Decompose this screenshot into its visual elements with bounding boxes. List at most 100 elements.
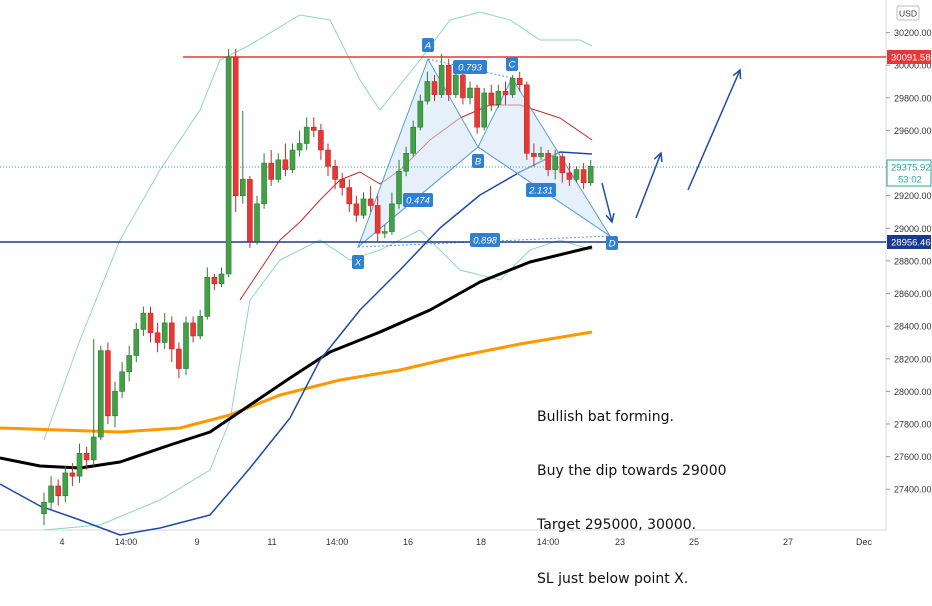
candle-body bbox=[488, 92, 495, 105]
currency-label: USD bbox=[899, 9, 917, 19]
candle-body bbox=[83, 453, 90, 461]
pattern-ratio-badge bbox=[526, 183, 556, 197]
candle-body bbox=[296, 143, 303, 151]
y-tick-label: 28000.00 bbox=[894, 387, 932, 397]
y-tick-label: 27600.00 bbox=[894, 452, 932, 462]
candle-body bbox=[545, 152, 551, 170]
projection-arrow-line bbox=[635, 152, 662, 219]
candle-body bbox=[119, 371, 125, 392]
candle-body bbox=[367, 198, 374, 206]
candle-body bbox=[573, 169, 580, 180]
candle-body bbox=[289, 149, 296, 170]
candle-body bbox=[240, 179, 246, 196]
x-tick-label: 14:00 bbox=[326, 537, 349, 547]
candle-body bbox=[232, 56, 239, 196]
candle-body bbox=[140, 312, 147, 330]
pattern-ratio-label: 0.793 bbox=[458, 63, 482, 74]
y-tick-label: 29800.00 bbox=[894, 93, 932, 103]
support-price-tag: 28956.46 bbox=[891, 238, 931, 249]
candle-body bbox=[98, 350, 104, 438]
candle-body bbox=[346, 187, 353, 205]
y-tick-label: 28200.00 bbox=[894, 354, 932, 364]
candle-body bbox=[90, 436, 97, 461]
candle-body bbox=[197, 316, 203, 337]
candle-body bbox=[147, 312, 154, 333]
candle-body bbox=[481, 92, 488, 128]
y-tick-label: 28600.00 bbox=[894, 289, 932, 299]
pattern-point-badge bbox=[472, 154, 484, 168]
pattern-point-label: C bbox=[509, 60, 516, 71]
candle-body bbox=[225, 56, 232, 275]
note-line: SL just below point X. bbox=[537, 571, 689, 587]
x-tick-label: 23 bbox=[615, 537, 625, 547]
ma-orange-line bbox=[0, 330, 593, 434]
x-tick-label: 25 bbox=[689, 537, 699, 547]
candle-body bbox=[523, 84, 530, 154]
pattern-ratio-line bbox=[477, 146, 611, 237]
pattern-ratio-label: 0.474 bbox=[406, 196, 430, 207]
candle-countdown-tag: 53:02 bbox=[898, 175, 922, 186]
candle-body bbox=[126, 355, 132, 373]
last-price-tag: 29375.92 bbox=[891, 163, 931, 174]
candle-body bbox=[559, 156, 566, 174]
note-line: Target 295000, 30000. bbox=[537, 517, 697, 533]
candle-body bbox=[374, 205, 381, 234]
ma-black-line bbox=[0, 245, 593, 470]
candle-body bbox=[268, 162, 275, 180]
y-tick-label: 27800.00 bbox=[894, 420, 932, 430]
candle-body bbox=[516, 77, 523, 86]
candle-body bbox=[176, 348, 182, 369]
x-tick-label: 11 bbox=[267, 537, 276, 547]
y-tick-label: 29600.00 bbox=[894, 126, 932, 136]
pattern-point-label: X bbox=[354, 258, 362, 269]
candle-body bbox=[445, 64, 452, 95]
price-chart[interactable]: 27400.00 27600.00 27800.00 28000.00 28200.00… bbox=[0, 0, 932, 550]
candle-body bbox=[204, 276, 211, 317]
projection-arrow-line bbox=[687, 69, 741, 191]
y-tick-label: 27400.00 bbox=[894, 485, 932, 495]
candle-body bbox=[112, 391, 118, 417]
candle-body bbox=[495, 91, 502, 105]
candle-body bbox=[211, 276, 218, 285]
candle-body bbox=[552, 156, 559, 170]
candle-body bbox=[360, 198, 367, 216]
resistance-price-tag-bg bbox=[887, 50, 931, 64]
currency-badge bbox=[896, 5, 920, 21]
candle-body bbox=[410, 126, 417, 154]
candle-body bbox=[474, 87, 480, 128]
x-tick-label: 14:00 bbox=[115, 537, 138, 547]
note-line: Buy the dip towards 29000 bbox=[537, 463, 727, 479]
candle-body bbox=[587, 166, 594, 183]
ma-blue-line bbox=[0, 151, 593, 536]
candle-body bbox=[55, 485, 62, 497]
candle-body bbox=[339, 179, 346, 188]
y-tick-label: 29200.00 bbox=[894, 191, 932, 201]
chart-canvas[interactable]: 27400.00 27600.00 27800.00 28000.00 28200.00… bbox=[0, 0, 932, 550]
projection-arrow-head bbox=[605, 213, 615, 224]
x-tick-label: 27 bbox=[783, 537, 793, 547]
candle-body bbox=[218, 273, 225, 285]
x-tick-label: 18 bbox=[476, 537, 486, 547]
y-tick-label: 28800.00 bbox=[894, 256, 932, 266]
y-tick-label: 30000.00 bbox=[894, 61, 932, 71]
x-tick-label: 4 bbox=[59, 537, 64, 547]
candle-body bbox=[381, 231, 388, 234]
candle-body bbox=[531, 152, 537, 157]
candle-body bbox=[424, 81, 431, 102]
candle-body bbox=[431, 81, 438, 95]
x-tick-label: 16 bbox=[403, 537, 413, 547]
last-price-tag-bg bbox=[886, 159, 932, 187]
y-tick-label: 29000.00 bbox=[894, 224, 932, 234]
trade-idea-note: Bullish bat forming. Buy the dip towards… bbox=[537, 372, 727, 606]
candle-body bbox=[417, 100, 424, 128]
pattern-point-label: D bbox=[609, 239, 616, 250]
candle-body bbox=[282, 159, 289, 170]
candle-body bbox=[41, 501, 47, 514]
pattern-point-badge bbox=[506, 57, 518, 71]
candle-body bbox=[467, 87, 473, 99]
candle-body bbox=[303, 126, 310, 144]
candle-body bbox=[332, 166, 338, 180]
candle-body bbox=[254, 203, 260, 242]
candle-body bbox=[396, 170, 402, 205]
candle-body bbox=[105, 350, 111, 417]
